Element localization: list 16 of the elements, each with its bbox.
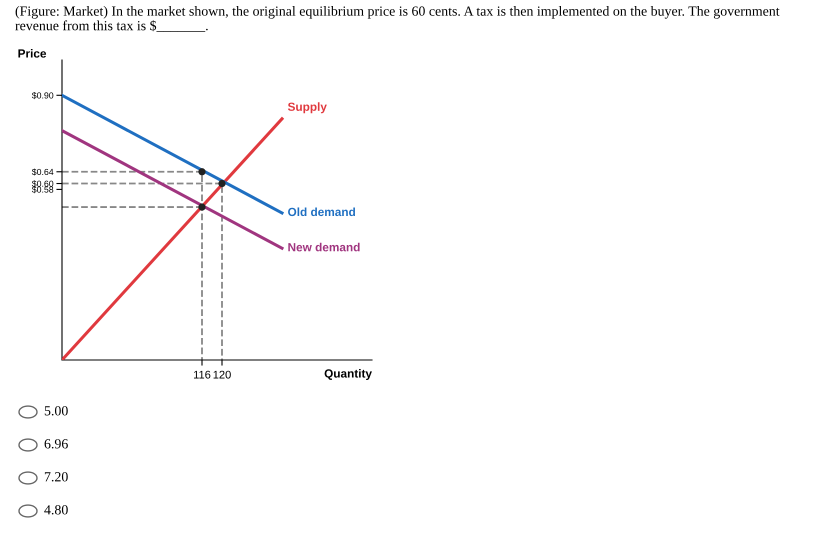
y-tick-label: $0.60 (32, 180, 54, 188)
y-tick-label: $0.58 (32, 186, 54, 194)
x-tick-label: 120 (214, 370, 231, 379)
x-axis-title: Quantity (324, 369, 372, 380)
y-tick-label: $0.90 (32, 92, 54, 100)
text: 7.20 (44, 472, 68, 482)
x-tick-label: 116 (194, 370, 210, 379)
text: 4.80 (44, 505, 68, 515)
series-label: New demand (288, 242, 360, 252)
y-axis-title: Price (18, 48, 46, 58)
text: 6.96 (44, 439, 68, 449)
series-label: Old demand (288, 207, 355, 216)
chart-title: (Figure: Market) In the market shown, the original equilibrium price is 60 cents. A tax is then implemented on the buyer. The government revenue from this tax is $_______. (15, 6, 780, 32)
series-label: Supply (288, 102, 327, 114)
text: 5.00 (44, 406, 68, 416)
y-tick-label: $0.64 (32, 168, 54, 176)
